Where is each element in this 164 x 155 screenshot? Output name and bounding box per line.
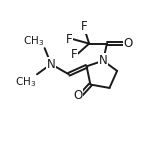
Text: N: N <box>99 54 107 67</box>
Text: F: F <box>66 33 73 46</box>
Text: F: F <box>81 20 87 33</box>
Text: O: O <box>123 37 133 50</box>
Text: CH$_3$: CH$_3$ <box>15 75 36 89</box>
Text: O: O <box>73 89 82 102</box>
Text: F: F <box>71 49 77 62</box>
Text: N: N <box>47 58 55 71</box>
Text: CH$_3$: CH$_3$ <box>23 34 44 48</box>
